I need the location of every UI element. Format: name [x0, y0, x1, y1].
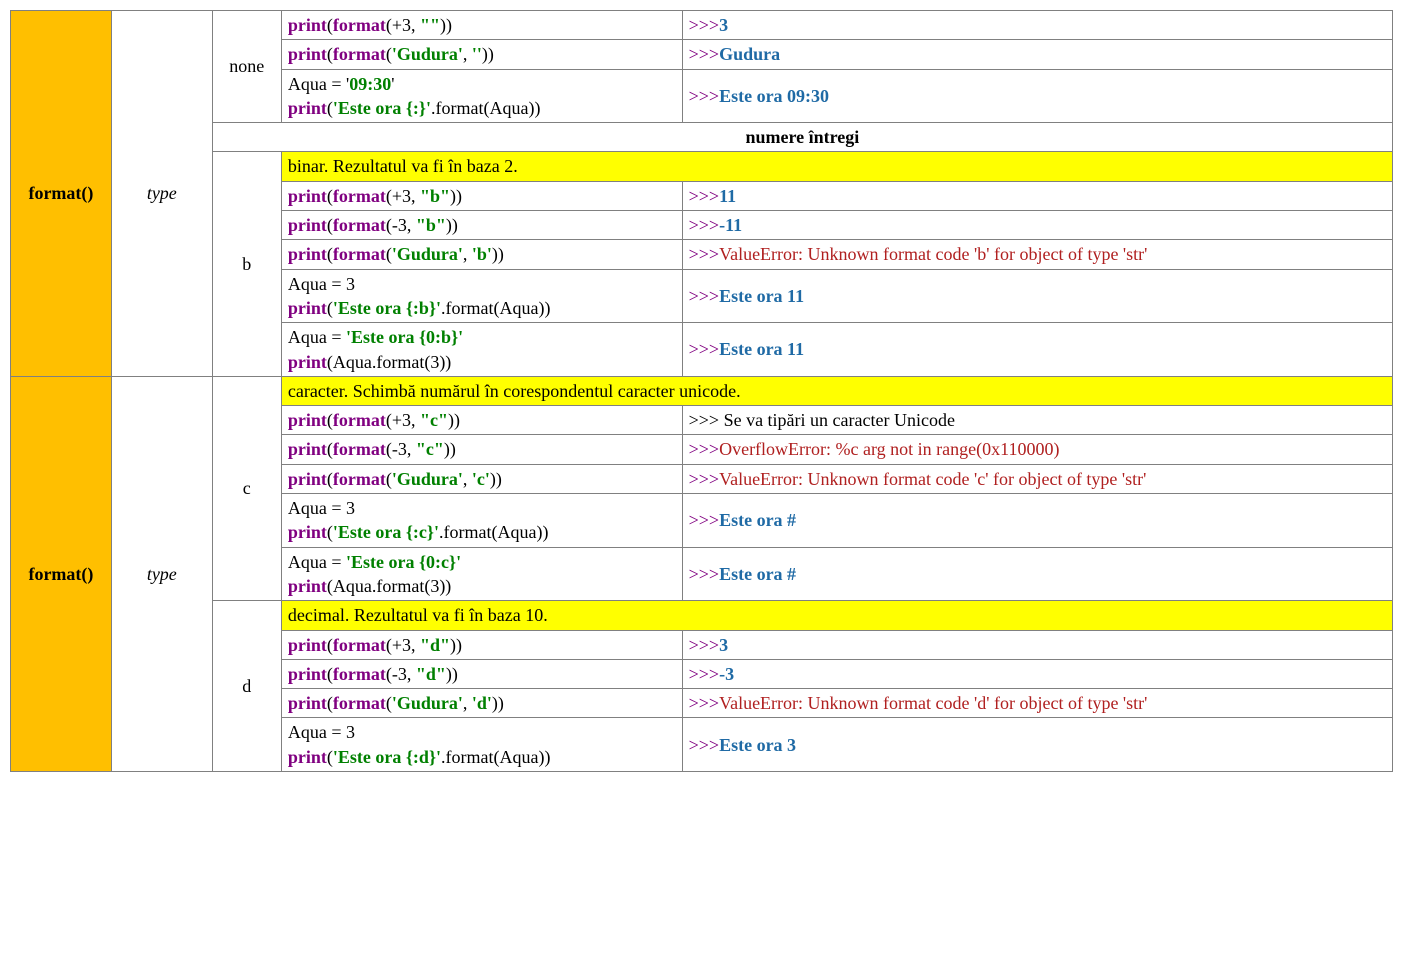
spec-description: caracter. Schimbă numărul în coresponden…: [281, 376, 1392, 405]
output-cell: >>>3: [682, 11, 1392, 40]
code-cell: Aqua = 'Este ora {0:c}'print(Aqua.format…: [281, 547, 682, 601]
code-cell: Aqua = 3print('Este ora {:d}'.format(Aqu…: [281, 718, 682, 772]
table-row: d decimal. Rezultatul va fi în baza 10.: [11, 601, 1393, 630]
code-cell: print(format('Gudura', 'c')): [281, 464, 682, 493]
category-label-cell: type: [111, 11, 212, 377]
code-cell: Aqua = '09:30'print('Este ora {:}'.forma…: [281, 69, 682, 123]
table-row: b binar. Rezultatul va fi în baza 2.: [11, 152, 1393, 181]
spec-description: binar. Rezultatul va fi în baza 2.: [281, 152, 1392, 181]
code-cell: print(format('Gudura', '')): [281, 40, 682, 69]
code-cell: Aqua = 3print('Este ora {:b}'.format(Aqu…: [281, 269, 682, 323]
spec-description: decimal. Rezultatul va fi în baza 10.: [281, 601, 1392, 630]
section-header-row: numere întregi: [11, 123, 1393, 152]
output-cell: >>>ValueError: Unknown format code 'd' f…: [682, 689, 1392, 718]
output-cell: >>>-11: [682, 211, 1392, 240]
spec-label-d: d: [212, 601, 281, 772]
spec-label-b: b: [212, 152, 281, 376]
output-cell: >>>ValueError: Unknown format code 'c' f…: [682, 464, 1392, 493]
code-cell: print(format(-3, "d")): [281, 659, 682, 688]
code-cell: print(format(+3, "")): [281, 11, 682, 40]
table-body: format() type none print(format(+3, ""))…: [11, 11, 1393, 772]
output-cell: >>>OverflowError: %c arg not in range(0x…: [682, 435, 1392, 464]
output-cell: >>>Este ora 09:30: [682, 69, 1392, 123]
output-cell: >>>3: [682, 630, 1392, 659]
code-cell: print(format(+3, "c")): [281, 406, 682, 435]
output-cell: >>> Se va tipări un caracter Unicode: [682, 406, 1392, 435]
code-cell: Aqua = 3print('Este ora {:c}'.format(Aqu…: [281, 494, 682, 548]
code-cell: print(format('Gudura', 'b')): [281, 240, 682, 269]
output-cell: >>>Este ora #: [682, 494, 1392, 548]
code-cell: print(format(+3, "b")): [281, 181, 682, 210]
table-row: format() type none print(format(+3, ""))…: [11, 11, 1393, 40]
spec-label-c: c: [212, 376, 281, 600]
code-cell: print(format('Gudura', 'd')): [281, 689, 682, 718]
code-cell: Aqua = 'Este ora {0:b}'print(Aqua.format…: [281, 323, 682, 377]
code-cell: print(format(+3, "d")): [281, 630, 682, 659]
output-cell: >>>-3: [682, 659, 1392, 688]
code-cell: print(format(-3, "c")): [281, 435, 682, 464]
output-cell: >>>Este ora 11: [682, 323, 1392, 377]
format-reference-table: format() type none print(format(+3, ""))…: [10, 10, 1393, 772]
output-cell: >>>Este ora #: [682, 547, 1392, 601]
func-label-cell: format(): [11, 376, 112, 771]
table-row: format() type c caracter. Schimbă număru…: [11, 376, 1393, 405]
code-cell: print(format(-3, "b")): [281, 211, 682, 240]
output-cell: >>>Este ora 11: [682, 269, 1392, 323]
category-label-cell: type: [111, 376, 212, 771]
func-label-cell: format(): [11, 11, 112, 377]
output-cell: >>>ValueError: Unknown format code 'b' f…: [682, 240, 1392, 269]
output-cell: >>>11: [682, 181, 1392, 210]
output-cell: >>>Gudura: [682, 40, 1392, 69]
output-cell: >>>Este ora 3: [682, 718, 1392, 772]
spec-label-none: none: [212, 11, 281, 123]
section-header: numere întregi: [212, 123, 1392, 152]
